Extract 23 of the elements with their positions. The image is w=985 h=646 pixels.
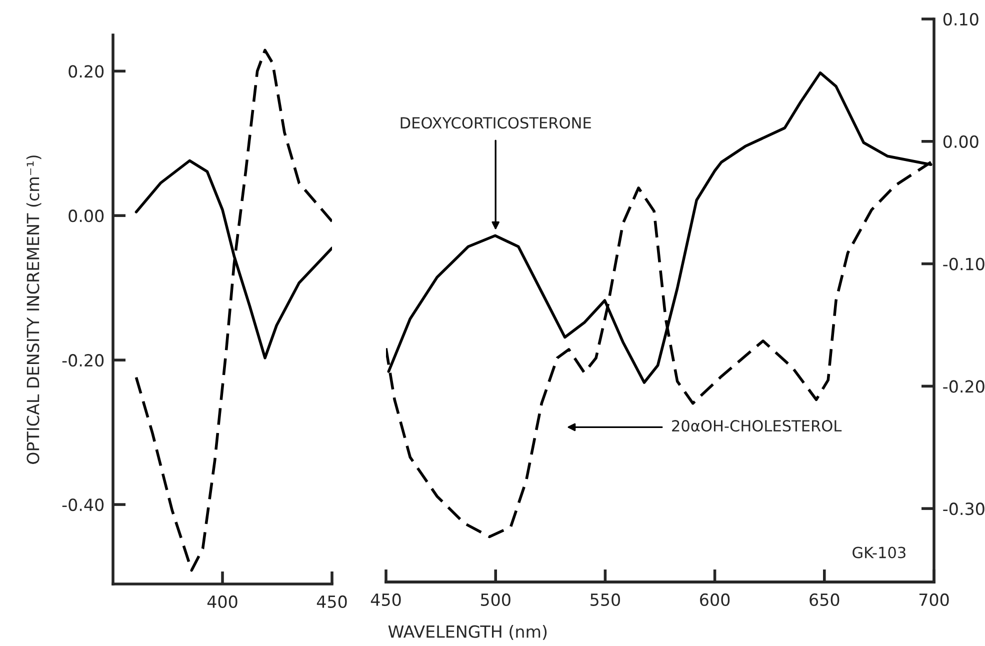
- x-axis-title: WAVELENGTH (nm): [388, 625, 547, 640]
- y-tick-label: -0.20: [62, 354, 104, 367]
- x-tick-label: 400: [207, 595, 238, 608]
- annotation: DEOXYCORTICOSTERONE: [400, 117, 591, 129]
- x-tick-label: 700: [919, 593, 949, 606]
- y2-tick-label: 0.10: [943, 12, 978, 26]
- x-tick-label: 450: [370, 593, 401, 606]
- x-tick-label: 450: [316, 595, 347, 608]
- x-tick-label: 650: [810, 593, 840, 606]
- annotation: 20αOH-CHOLESTEROL: [672, 420, 842, 432]
- x-tick-label: 600: [700, 593, 730, 606]
- y2-tick-label: -0.30: [943, 502, 984, 516]
- y-tick-label: 0.00: [68, 210, 104, 222]
- y-axis-title: OPTICAL DENSITY INCREMENT (cm⁻¹): [26, 156, 42, 464]
- y-tick-label: -0.40: [62, 498, 104, 512]
- line-series: [134, 48, 332, 572]
- y2-tick-label: 0.00: [943, 135, 978, 148]
- y2-tick-label: -0.20: [943, 380, 984, 393]
- x-tick-label: 500: [480, 593, 510, 606]
- y-tick-label: 0.20: [68, 65, 104, 78]
- y2-tick-label: -0.10: [943, 258, 984, 270]
- annotation: GK-103: [852, 546, 906, 558]
- x-tick-label: 550: [590, 593, 620, 606]
